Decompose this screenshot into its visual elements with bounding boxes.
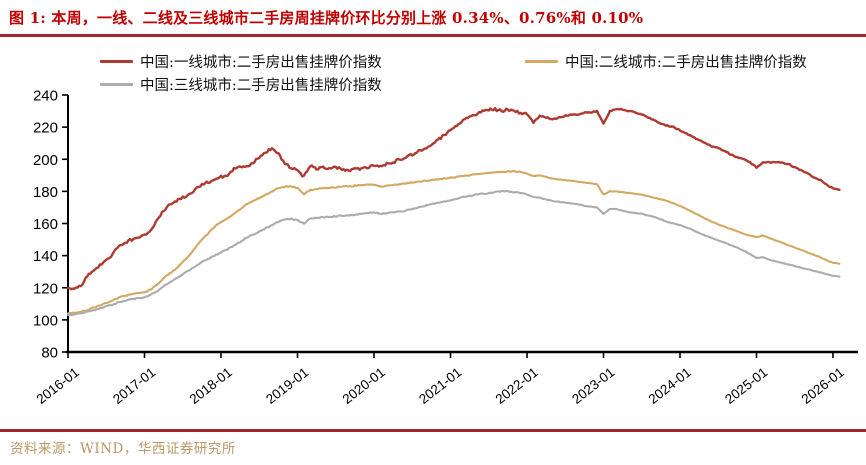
figure-title: 图 1: 本周，一线、二线及三线城市二手房周挂牌价环比分别上涨 0.34%、0.…	[9, 9, 644, 27]
data-source-note: 资料来源：WIND，华西证券研究所	[10, 441, 236, 457]
legend-label-tier2: 中国:二线城市:二手房出售挂牌价指数	[565, 55, 807, 71]
bottom-divider-rule	[0, 429, 866, 432]
x-tick-label: 2021-01	[416, 365, 464, 407]
tier1-line-swatch	[100, 60, 133, 63]
x-tick-label: 2022-01	[493, 365, 541, 407]
x-tick-label: 2023-01	[569, 365, 617, 407]
y-tick-label: 140	[33, 248, 58, 265]
legend-item-tier1-cities: 中国:一线城市:二手房出售挂牌价指数	[100, 51, 525, 72]
legend-item-tier2-cities: 中国:二线城市:二手房出售挂牌价指数	[525, 51, 840, 72]
tier2-line-swatch	[525, 60, 558, 63]
legend-label-tier1: 中国:一线城市:二手房出售挂牌价指数	[140, 55, 382, 71]
y-tick-label: 240	[33, 88, 58, 105]
legend-item-tier3-cities: 中国:三线城市:二手房出售挂牌价指数	[100, 74, 525, 95]
series-line-1	[66, 106, 841, 291]
series-line-3	[66, 189, 841, 317]
x-tick-label: 2017-01	[110, 365, 158, 407]
chart-legend: 中国:一线城市:二手房出售挂牌价指数 中国:二线城市:二手房出售挂牌价指数 中国…	[100, 50, 840, 96]
x-tick-label: 2025-01	[722, 365, 770, 407]
y-tick-label: 100	[33, 312, 58, 329]
top-divider-rule	[0, 34, 866, 37]
y-tick-label: 180	[33, 184, 58, 201]
x-tick-label: 2016-01	[34, 365, 82, 407]
tier3-line-swatch	[100, 83, 133, 86]
y-tick-label: 220	[33, 120, 58, 137]
series-line-2	[66, 169, 841, 315]
x-tick-label: 2018-01	[187, 365, 235, 407]
y-tick-label: 80	[41, 345, 58, 362]
x-tick-label: 2019-01	[263, 365, 311, 407]
x-tick-label: 2024-01	[646, 365, 694, 407]
y-tick-label: 120	[33, 280, 58, 297]
x-tick-label: 2020-01	[340, 365, 388, 407]
y-tick-label: 200	[33, 152, 58, 169]
x-tick-label: 2026-01	[799, 365, 847, 407]
y-tick-label: 160	[33, 216, 58, 233]
legend-label-tier3: 中国:三线城市:二手房出售挂牌价指数	[140, 78, 382, 94]
